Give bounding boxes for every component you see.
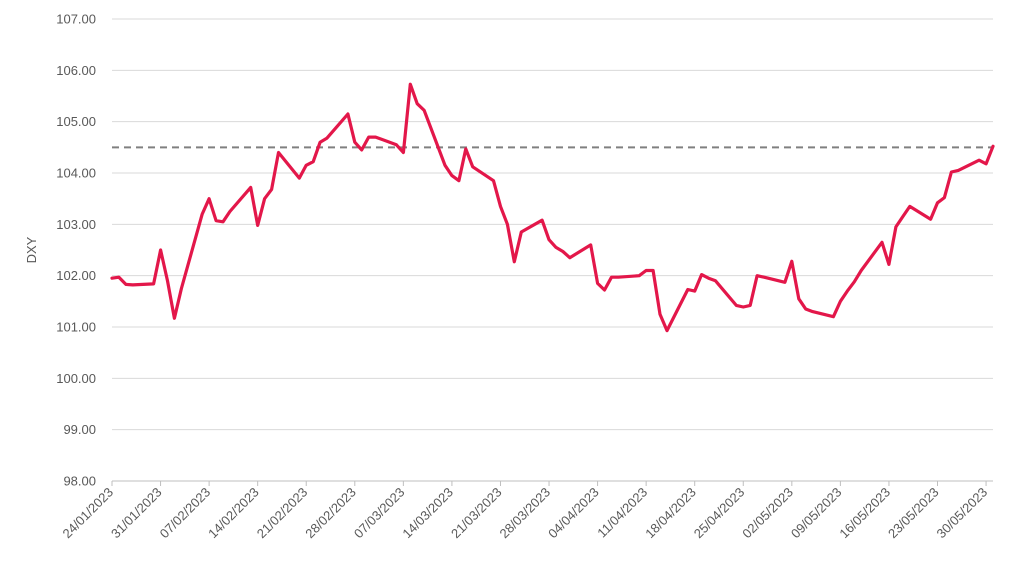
x-tick-label: 11/04/2023 bbox=[594, 485, 650, 541]
y-tick-label: 105.00 bbox=[56, 114, 96, 129]
y-tick-label: 101.00 bbox=[56, 320, 96, 335]
x-tick-label: 16/05/2023 bbox=[836, 485, 893, 542]
y-axis-label: DXY bbox=[24, 236, 39, 263]
x-axis-ticks: 24/01/202331/01/202307/02/202314/02/2023… bbox=[59, 485, 990, 542]
series-line bbox=[110, 82, 995, 333]
x-tick-label: 07/02/2023 bbox=[157, 485, 214, 542]
x-tick-label: 23/05/2023 bbox=[885, 485, 942, 542]
x-tick-label: 25/04/2023 bbox=[691, 485, 748, 542]
y-tick-label: 102.00 bbox=[56, 268, 96, 283]
x-tick-label: 18/04/2023 bbox=[642, 485, 699, 542]
x-tick-label: 04/04/2023 bbox=[545, 485, 602, 542]
x-tick-label: 28/03/2023 bbox=[497, 485, 554, 542]
y-axis-ticks: 98.00 99.00 100.00 101.00 102.00 103.00 104.00… bbox=[56, 12, 96, 489]
y-tick-label: 100.00 bbox=[56, 371, 96, 386]
y-tick-label: 98.00 bbox=[63, 474, 96, 489]
y-tick-label: 103.00 bbox=[56, 217, 96, 232]
x-tick-label: 02/05/2023 bbox=[739, 485, 796, 542]
gridlines bbox=[112, 18, 993, 431]
y-tick-label: 106.00 bbox=[56, 63, 96, 78]
series-group bbox=[110, 82, 995, 333]
x-tick-label: 30/05/2023 bbox=[934, 485, 991, 542]
x-tick-label: 14/02/2023 bbox=[205, 485, 262, 542]
x-tick-label: 07/03/2023 bbox=[351, 485, 408, 542]
y-tick-label: 104.00 bbox=[56, 166, 96, 181]
x-axis bbox=[111, 480, 993, 486]
y-tick-label: 99.00 bbox=[63, 422, 96, 437]
x-tick-label: 14/03/2023 bbox=[399, 485, 456, 542]
x-tick-label: 21/02/2023 bbox=[254, 485, 311, 542]
y-tick-label: 107.00 bbox=[56, 12, 96, 27]
x-tick-label: 28/02/2023 bbox=[302, 485, 359, 542]
x-tick-label: 21/03/2023 bbox=[448, 485, 505, 542]
x-tick-label: 31/01/2023 bbox=[108, 485, 165, 542]
x-tick-label: 24/01/2023 bbox=[59, 485, 116, 542]
x-tick-label: 09/05/2023 bbox=[788, 485, 845, 542]
